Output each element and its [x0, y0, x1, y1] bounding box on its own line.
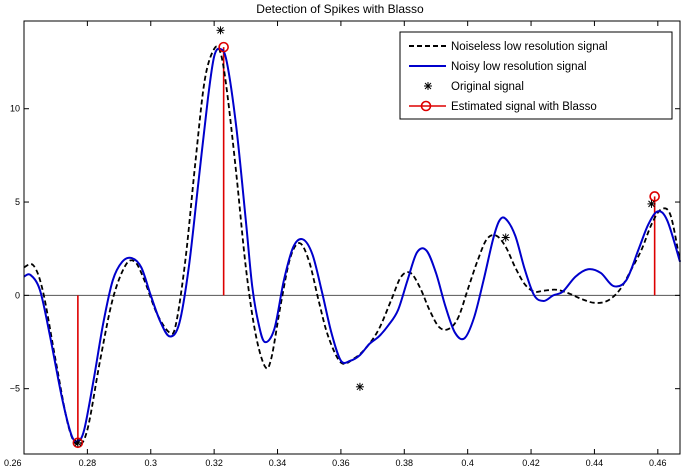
y-tick-label-3: 10 [10, 104, 20, 114]
series-noiseless-line [23, 45, 681, 446]
x-tick-label-7: 0.4 [461, 458, 474, 468]
legend: Noiseless low resolution signal Noisy lo… [399, 31, 673, 120]
original-marker-4 [647, 199, 656, 208]
x-tick-label-1: 0.28 [79, 458, 97, 468]
x-tick-label-0: 0.26 [4, 458, 22, 468]
y-tick-label-1: 0 [15, 290, 20, 300]
plot-area [23, 26, 681, 449]
x-tick-label-6: 0.38 [396, 458, 414, 468]
legend-label-original: Original signal [451, 81, 524, 93]
x-tick-label-5: 0.36 [332, 458, 350, 468]
original-marker-0 [73, 438, 82, 447]
x-tick-label-2: 0.3 [145, 458, 158, 468]
estimated-marker-1 [218, 41, 229, 53]
estimated-marker-2 [649, 191, 660, 202]
x-tick-label-8: 0.42 [522, 458, 540, 468]
x-tick-label-3: 0.32 [205, 458, 223, 468]
estimated-marker-0 [72, 437, 84, 449]
plot-frame [23, 20, 681, 455]
chart-title: Detection of Spikes with Blasso [256, 2, 424, 16]
legend-label-noisy: Noisy low resolution signal [451, 61, 587, 73]
legend-swatch-estimated-marker [420, 100, 432, 112]
original-marker-3 [501, 233, 510, 242]
y-tick-label-0: −5 [10, 384, 20, 394]
legend-label-noiseless: Noiseless low resolution signal [451, 41, 608, 53]
series-noisy-line [23, 47, 681, 443]
original-marker-2 [355, 382, 364, 391]
original-marker-1 [216, 26, 225, 35]
x-tick-label-10: 0.46 [649, 458, 667, 468]
x-tick-label-9: 0.44 [586, 458, 604, 468]
x-tick-label-4: 0.34 [269, 458, 287, 468]
legend-label-estimated: Estimated signal with Blasso [451, 101, 597, 113]
legend-swatch-original [424, 82, 432, 90]
axis-ticks: 0.26 0.28 0.3 0.32 0.34 0.36 0.38 0.4 0.42 0.44 0.… [4, 21, 680, 468]
y-tick-label-2: 5 [15, 197, 20, 207]
